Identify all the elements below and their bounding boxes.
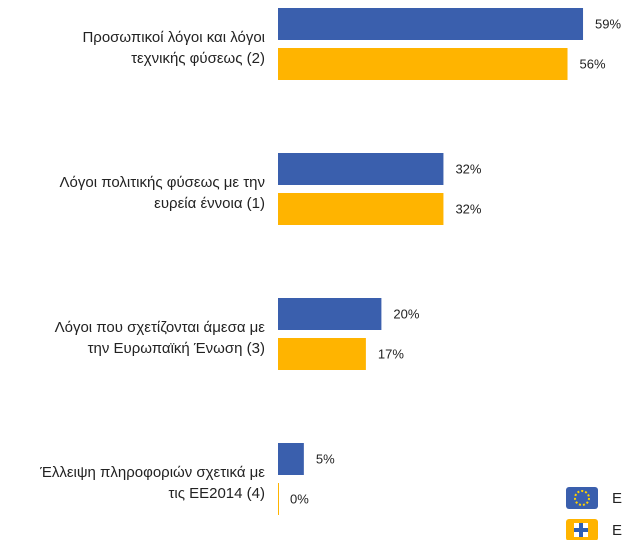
value-label: 32% (455, 161, 481, 176)
value-label: 56% (580, 56, 606, 71)
category-label: Έλλειψη πληροφοριών σχετικά με τις ΕΕ201… (40, 464, 265, 502)
bar (278, 298, 382, 330)
bar (278, 338, 366, 370)
legend-label: E (612, 490, 622, 507)
bar (278, 483, 279, 515)
legend-flag-emblem (574, 490, 590, 506)
value-label: 20% (393, 306, 419, 321)
bar (278, 443, 304, 475)
legend-label: E (612, 522, 622, 539)
bar (278, 193, 444, 225)
bar (278, 48, 568, 80)
legend-flag-emblem (574, 528, 588, 532)
value-label: 5% (316, 451, 335, 466)
category-label: Λόγοι που σχετίζονται άμεσα με την Ευρωπ… (54, 319, 265, 357)
value-label: 17% (378, 346, 404, 361)
value-label: 32% (455, 201, 481, 216)
value-label: 59% (595, 16, 621, 31)
category-label: Προσωπικοί λόγοι και λόγοι τεχνικής φύσε… (82, 29, 265, 67)
value-label: 0% (290, 491, 309, 506)
category-label: Λόγοι πολιτικής φύσεως με την ευρεία ένν… (59, 174, 265, 212)
bar (278, 153, 444, 185)
bar (278, 8, 584, 40)
legend-swatch (566, 487, 598, 509)
